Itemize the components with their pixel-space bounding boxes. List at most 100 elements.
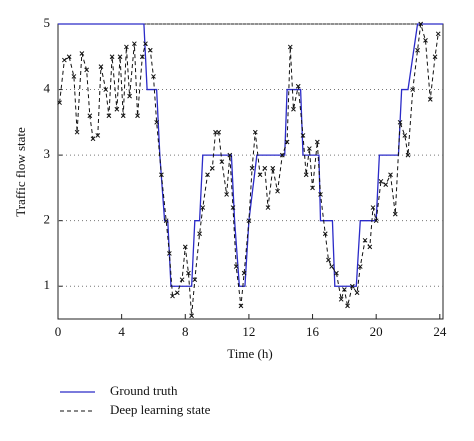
y-tick-label: 5 <box>44 15 51 30</box>
point-marker <box>334 270 339 276</box>
point-marker <box>224 192 229 197</box>
point-marker <box>230 205 236 210</box>
point-marker <box>90 136 96 142</box>
point-marker <box>114 106 120 112</box>
point-marker <box>238 303 244 309</box>
x-tick-label: 4 <box>118 324 125 339</box>
point-marker <box>322 231 328 237</box>
point-marker <box>87 113 93 119</box>
point-marker <box>262 165 268 171</box>
point-marker <box>66 54 72 60</box>
plot-frame <box>57 23 444 320</box>
point-marker <box>109 54 115 60</box>
point-marker <box>246 218 252 224</box>
y-tick-label: 4 <box>44 81 51 96</box>
point-marker <box>182 244 188 250</box>
point-marker <box>197 231 202 237</box>
y-tick-label: 2 <box>44 212 51 227</box>
point-marker <box>349 283 355 289</box>
point-marker <box>62 57 67 63</box>
point-marker <box>124 44 129 50</box>
legend-label: Ground truth <box>110 383 178 398</box>
point-marker <box>284 139 290 145</box>
point-marker <box>338 296 344 302</box>
point-marker <box>79 51 85 56</box>
point-marker <box>98 64 104 69</box>
point-marker <box>275 188 280 194</box>
point-marker <box>84 67 89 73</box>
point-marker <box>117 54 123 60</box>
y-tick-label: 1 <box>44 277 51 292</box>
point-marker <box>57 100 62 106</box>
point-marker <box>135 113 140 119</box>
point-marker <box>397 119 403 125</box>
point-marker <box>418 21 424 27</box>
point-marker <box>427 97 433 102</box>
point-marker <box>132 41 137 47</box>
point-marker <box>209 165 215 171</box>
point-marker <box>287 44 293 50</box>
point-marker <box>432 54 438 60</box>
point-marker <box>233 264 239 269</box>
point-marker <box>205 172 210 178</box>
point-marker <box>435 31 441 37</box>
point-marker <box>423 38 428 43</box>
x-tick-label: 20 <box>370 324 383 339</box>
point-marker <box>103 87 109 92</box>
point-marker <box>326 257 331 263</box>
point-marker <box>378 178 384 184</box>
point-marker <box>120 113 126 119</box>
point-marker <box>174 290 180 296</box>
point-marker <box>295 83 301 89</box>
point-marker <box>151 74 156 79</box>
point-marker <box>300 133 306 138</box>
x-tick-label: 8 <box>182 324 189 339</box>
point-marker <box>410 87 416 92</box>
point-marker <box>147 47 153 53</box>
point-marker <box>241 270 247 276</box>
point-marker <box>370 205 376 210</box>
point-marker <box>74 129 80 135</box>
point-marker <box>354 290 360 296</box>
point-marker <box>388 172 393 178</box>
point-marker <box>314 139 320 145</box>
point-marker <box>270 165 276 171</box>
point-marker <box>373 218 379 224</box>
point-marker <box>200 205 206 210</box>
point-marker <box>106 113 112 119</box>
point-marker <box>405 152 411 158</box>
x-axis-label: Time (h) <box>227 346 272 361</box>
point-marker <box>367 244 373 250</box>
point-marker <box>307 146 312 151</box>
point-marker <box>127 93 132 99</box>
point-marker <box>186 270 191 276</box>
point-marker <box>159 172 164 178</box>
point-marker <box>291 106 296 112</box>
point-marker <box>252 129 258 135</box>
point-marker <box>143 41 148 47</box>
y-tick-label: 3 <box>44 146 51 161</box>
point-marker <box>227 152 233 158</box>
point-marker <box>95 133 101 138</box>
point-marker <box>415 47 420 53</box>
point-marker <box>189 313 194 319</box>
point-marker <box>192 277 198 283</box>
point-marker <box>154 119 159 125</box>
x-tick-label: 0 <box>55 324 62 339</box>
legend-label: Deep learning state <box>110 402 211 417</box>
point-marker <box>329 264 334 269</box>
x-tick-label: 24 <box>433 324 447 339</box>
series-line <box>59 23 439 316</box>
point-marker <box>318 192 323 197</box>
point-marker <box>167 251 172 256</box>
point-marker <box>216 129 222 135</box>
point-marker <box>139 54 145 60</box>
point-marker <box>402 133 408 138</box>
y-axis-label: Traffic flow state <box>13 127 28 217</box>
point-marker <box>310 185 315 191</box>
point-marker <box>362 237 368 243</box>
point-marker <box>345 303 350 309</box>
point-marker <box>219 159 225 165</box>
point-marker <box>170 293 175 299</box>
